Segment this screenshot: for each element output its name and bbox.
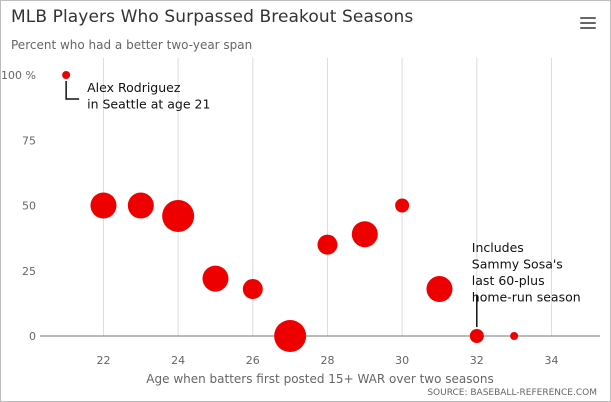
data-point[interactable] [426, 276, 453, 303]
chart-title: MLB Players Who Surpassed Breakout Seaso… [11, 7, 414, 27]
y-tick-label: 100 % [1, 69, 36, 82]
data-point[interactable] [202, 265, 229, 292]
data-point[interactable] [62, 71, 71, 79]
y-tick-label: 25 [22, 265, 36, 278]
hamburger-menu-icon[interactable] [580, 17, 596, 31]
x-tick-label: 32 [470, 354, 484, 367]
y-tick-label: 0 [29, 330, 36, 343]
source-note: SOURCE: BASEBALL-REFERENCE.COM [427, 388, 597, 398]
data-point[interactable] [395, 198, 410, 213]
data-point[interactable] [90, 192, 117, 219]
annotation-text: Includes [472, 240, 524, 255]
data-point[interactable] [162, 199, 195, 232]
axes: 22 24 26 28 30 32 34 0 25 50 75 100 % Age when batte… [1, 69, 600, 386]
data-point[interactable] [242, 279, 263, 300]
x-tick-label: 24 [171, 354, 185, 367]
chart-subtitle: Percent who had a better two-year span [11, 38, 253, 52]
grid-lines [102, 58, 552, 336]
data-point[interactable] [274, 320, 307, 352]
y-tick-label: 75 [22, 134, 36, 147]
annotations: Alex Rodriguez in Seattle at age 21 Includ… [65, 80, 581, 327]
data-point[interactable] [127, 192, 154, 219]
data-point[interactable] [510, 332, 519, 340]
data-point[interactable] [469, 329, 484, 343]
x-tick-label: 34 [544, 354, 558, 367]
annotation-leader [65, 81, 80, 100]
annotation-text: in Seattle at age 21 [87, 97, 210, 112]
data-point[interactable] [317, 234, 338, 255]
annotation-text: Sammy Sosa's [472, 257, 563, 272]
x-tick-label: 28 [320, 354, 334, 367]
annotation-text: home-run season [472, 290, 581, 305]
x-tick-label: 26 [246, 354, 260, 367]
x-tick-label: 30 [395, 354, 409, 367]
x-tick-label: 22 [96, 354, 110, 367]
annotation-text: last 60-plus [472, 273, 545, 288]
y-tick-label: 50 [22, 200, 36, 213]
annotation-text: Alex Rodriguez [87, 80, 181, 95]
data-points [62, 71, 519, 352]
x-axis-title: Age when batters first posted 15+ WAR ov… [146, 372, 493, 386]
data-point[interactable] [351, 221, 378, 248]
